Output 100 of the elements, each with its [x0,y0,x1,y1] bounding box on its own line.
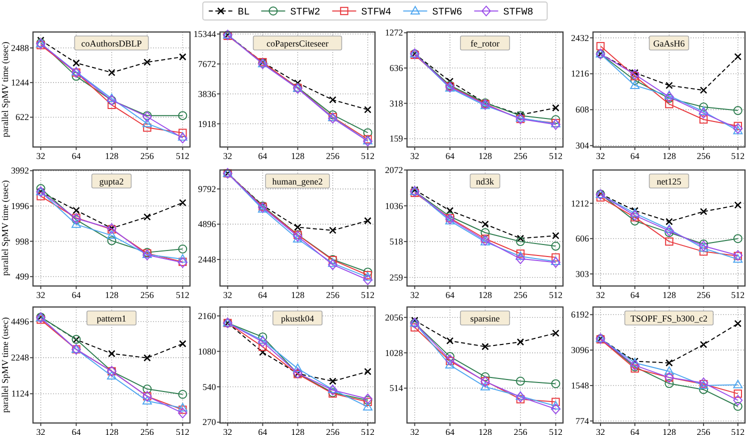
x-tick-label: 32 [410,290,420,300]
x-tick-label: 256 [514,290,528,300]
x-tick-label: 64 [72,427,82,435]
x-tick-label: 512 [731,290,745,300]
y-tick-label: 636 [390,63,404,74]
x-tick-label: 256 [140,427,154,435]
y-tick-label: 3096 [571,345,590,356]
y-tick-label: 2056 [385,312,404,322]
text: pkustk04 [280,314,314,324]
y-axis-title: parallel SpMV time (usec) [0,180,10,276]
x-tick-label: 64 [258,290,268,300]
x-tick-label: 512 [548,290,562,300]
x-tick-label: 64 [630,151,640,161]
x-tick-label: 128 [478,151,492,161]
y-tick-label: 518 [390,236,404,247]
x-tick-label: 128 [104,290,119,300]
x-tick-label: 512 [548,151,562,161]
x-tick-label: 512 [731,151,745,161]
y-tick-label: 774 [576,416,590,426]
x-tick-label: 512 [361,151,374,161]
x-tick-label: 256 [696,427,711,435]
x-tick-label: 256 [140,151,154,161]
text: TSOPF_FS_b300_c2 [630,314,708,324]
x-tick-label: 64 [445,151,455,161]
y-tick-label: 622 [16,112,29,122]
x-tick-label: 32 [223,151,232,161]
text: coPapersCiteseer [266,38,328,48]
y-tick-label: 3992 [11,166,29,176]
y-tick-label: 1996 [11,200,30,211]
x-tick-label: 256 [696,290,711,300]
y-axis-title: parallel SpMV time (usec) [0,317,10,413]
y-tick-label: 608 [576,104,590,115]
x-tick-label: 256 [326,151,340,161]
y-tick-label: 499 [16,272,30,282]
x-tick-label: 64 [630,427,640,435]
y-tick-label: 4496 [11,316,30,327]
text: sparsine [470,314,500,324]
x-tick-label: 64 [258,151,268,161]
legend-label: STFW8 [503,8,534,18]
x-tick-label: 128 [662,151,676,161]
x-tick-label: 128 [104,151,119,161]
x-tick-label: 256 [514,151,528,161]
x-tick-label: 32 [596,151,606,161]
x-tick-label: 32 [223,290,232,300]
x-tick-label: 32 [410,427,420,435]
text: net125 [656,176,682,186]
y-tick-label: 1080 [198,346,216,356]
x-tick-label: 32 [36,427,46,435]
text: coAuthorsDBLP [81,38,142,48]
text: pattern1 [96,314,126,324]
x-tick-label: 512 [176,290,190,300]
x-tick-label: 512 [361,290,374,300]
y-tick-label: 259 [390,272,404,282]
y-tick-label: 304 [576,140,590,151]
legend-label: BL [238,8,250,18]
x-tick-label: 256 [140,290,154,300]
y-tick-label: 2488 [11,42,30,53]
x-tick-label: 128 [290,151,305,161]
text: gupta2 [99,176,124,186]
y-tick-label: 514 [390,383,404,394]
y-tick-label: 2432 [571,32,589,43]
x-tick-label: 128 [662,290,676,300]
x-tick-label: 64 [72,290,82,300]
x-tick-label: 512 [548,427,562,435]
x-tick-label: 32 [596,427,606,435]
x-tick-label: 32 [223,427,232,435]
y-tick-label: 1216 [571,68,590,79]
x-tick-label: 256 [326,427,340,435]
legend-label: STFW6 [432,8,462,18]
x-tick-label: 64 [445,427,455,435]
text: fe_rotor [470,38,500,48]
y-tick-label: 3836 [198,88,216,99]
x-tick-label: 64 [258,427,268,435]
legend-label: STFW2 [290,8,320,18]
x-tick-label: 64 [445,290,455,300]
x-tick-label: 256 [696,151,711,161]
y-tick-label: 9792 [198,184,216,194]
x-tick-label: 128 [662,427,676,435]
y-tick-label: 998 [16,236,30,246]
x-tick-label: 512 [731,427,745,435]
x-tick-label: 128 [478,290,492,300]
x-tick-label: 256 [514,427,528,435]
y-axis-title: parallel SpMV time (usec) [0,42,10,138]
y-tick-label: 2160 [198,310,216,321]
y-tick-label: 159 [390,134,404,144]
x-tick-label: 128 [104,427,119,435]
y-tick-label: 1918 [198,118,216,129]
x-tick-label: 256 [326,290,340,300]
y-tick-label: 1124 [11,388,30,399]
text: nd3k [476,176,494,186]
legend-label: STFW4 [361,8,392,18]
y-tick-label: 7672 [198,58,216,69]
y-tick-label: 1028 [385,348,404,358]
y-tick-label: 1212 [571,198,589,208]
text: human_gene2 [272,176,323,186]
x-tick-label: 128 [290,427,305,435]
y-tick-label: 6192 [571,310,589,320]
x-tick-label: 32 [596,290,606,300]
y-tick-label: 318 [390,98,404,108]
x-tick-label: 32 [36,151,46,161]
